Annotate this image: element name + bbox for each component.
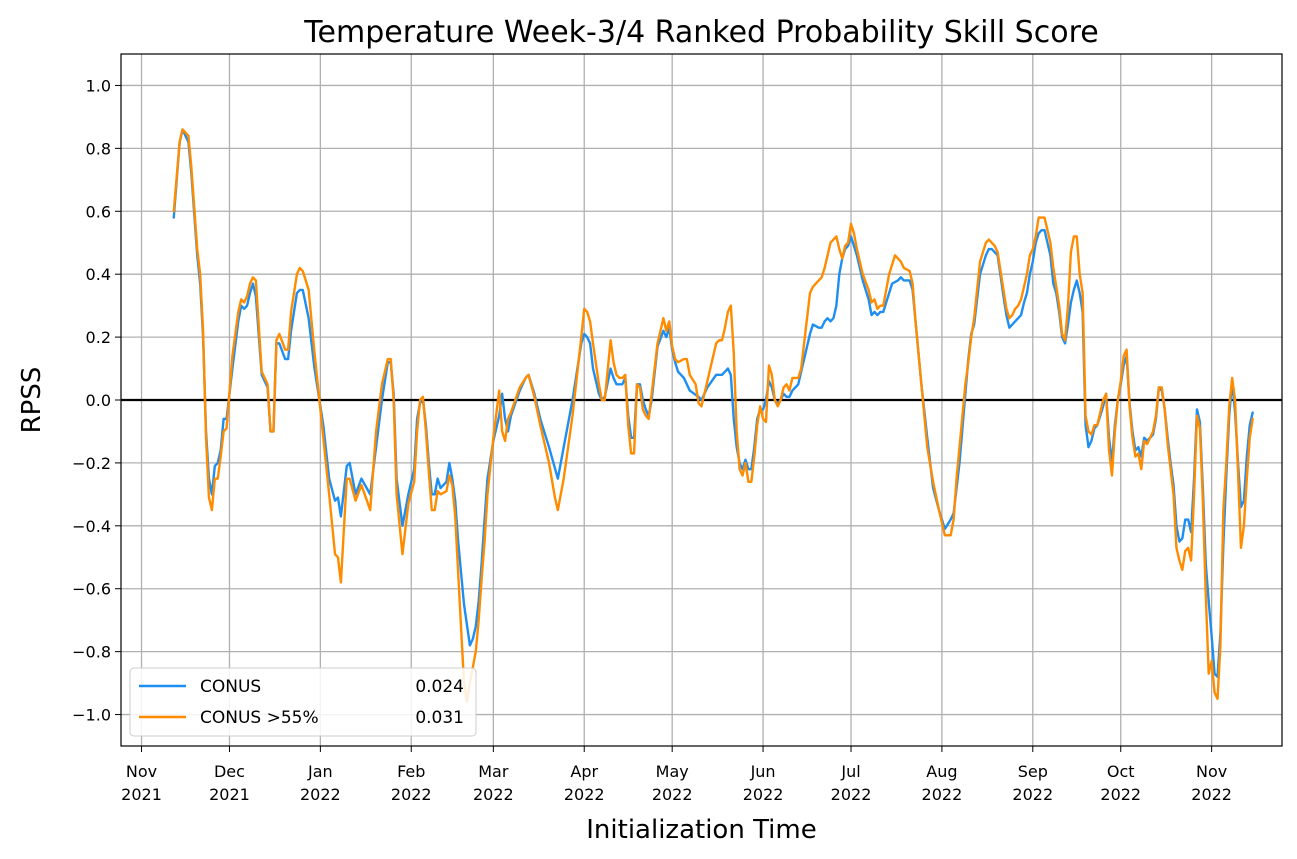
x-tick-label-month: Mar bbox=[478, 762, 509, 781]
x-tick-label-year: 2022 bbox=[743, 785, 784, 804]
y-tick-label: 0.8 bbox=[86, 139, 111, 158]
x-tick-label-year: 2022 bbox=[831, 785, 872, 804]
y-tick-label: −0.8 bbox=[72, 643, 111, 662]
x-tick-label-year: 2022 bbox=[300, 785, 341, 804]
x-tick-label-year: 2021 bbox=[121, 785, 162, 804]
x-tick-label-year: 2022 bbox=[652, 785, 693, 804]
x-tick-label-month: Oct bbox=[1107, 762, 1135, 781]
y-tick-label: 0.0 bbox=[86, 391, 111, 410]
y-tick-label: −0.2 bbox=[72, 454, 111, 473]
x-tick-label-month: Jul bbox=[840, 762, 860, 781]
y-tick-label: 0.4 bbox=[86, 265, 111, 284]
series-group bbox=[172, 128, 1254, 704]
x-tick-label-month: Nov bbox=[1196, 762, 1227, 781]
x-tick-label-month: Aug bbox=[926, 762, 957, 781]
x-tick-label-year: 2021 bbox=[209, 785, 250, 804]
x-tick-label-month: Jan bbox=[307, 762, 333, 781]
x-tick-label-year: 2022 bbox=[391, 785, 432, 804]
x-tick-label-year: 2022 bbox=[564, 785, 605, 804]
x-tick-label-month: Sep bbox=[1018, 762, 1048, 781]
y-tick-label: 0.6 bbox=[86, 202, 111, 221]
legend-value-conus: 0.024 bbox=[415, 677, 464, 697]
chart-title: Temperature Week-3/4 Ranked Probability … bbox=[303, 15, 1098, 50]
x-axis-label: Initialization Time bbox=[586, 815, 816, 845]
x-tick-label-month: Feb bbox=[397, 762, 425, 781]
x-tick-label-year: 2022 bbox=[1191, 785, 1232, 804]
y-tick-label: 0.2 bbox=[86, 328, 111, 347]
x-tick-label-month: Nov bbox=[126, 762, 157, 781]
series-line-conus-55 bbox=[172, 128, 1254, 704]
x-tick-label-month: Dec bbox=[214, 762, 245, 781]
x-tick-label-month: Apr bbox=[570, 762, 598, 781]
x-tick-label-month: Jun bbox=[750, 762, 776, 781]
x-tick-label-year: 2022 bbox=[1100, 785, 1141, 804]
legend-label-conus: CONUS bbox=[200, 677, 261, 697]
y-tick-label: −0.4 bbox=[72, 517, 111, 536]
y-tick-label: −1.0 bbox=[72, 706, 111, 725]
x-tick-label-year: 2022 bbox=[922, 785, 963, 804]
legend-label-conus-55: CONUS >55% bbox=[200, 708, 319, 728]
y-axis-label: RPSS bbox=[17, 367, 47, 434]
y-tick-label: 1.0 bbox=[86, 76, 111, 95]
x-axis: Nov 2021 Dec 2021 Jan 2022 Feb 2022 Mar 2022 Apr 20… bbox=[121, 746, 1232, 804]
legend: CONUS 0.024 CONUS >55% 0.031 bbox=[129, 667, 477, 737]
x-tick-label-year: 2022 bbox=[1012, 785, 1053, 804]
y-axis: 1.0 0.8 0.6 0.4 0.2 0.0 −0.2 −0.4 −0.6 −0.8 −1.0 bbox=[72, 76, 121, 725]
y-tick-label: −0.6 bbox=[72, 580, 111, 599]
x-tick-label-month: May bbox=[656, 762, 689, 781]
legend-value-conus-55: 0.031 bbox=[415, 708, 464, 728]
legend-box bbox=[129, 667, 477, 737]
x-tick-label-year: 2022 bbox=[473, 785, 514, 804]
